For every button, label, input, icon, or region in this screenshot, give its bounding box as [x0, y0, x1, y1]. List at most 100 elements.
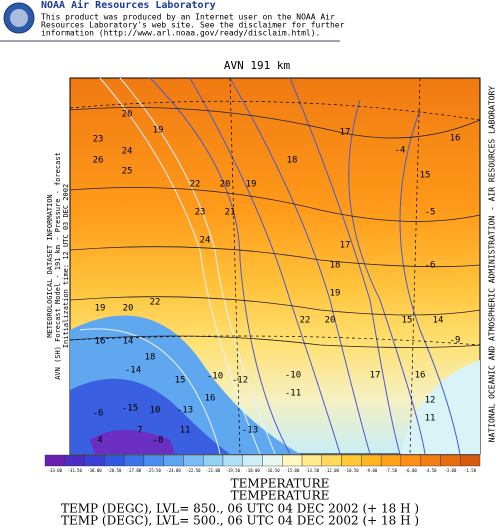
colorbar-label: -24.00	[166, 468, 181, 473]
contour-label: 4	[97, 436, 102, 446]
colorbar-swatch	[242, 454, 263, 467]
colorbar-swatch	[341, 454, 362, 467]
contour-label: -5	[425, 208, 436, 218]
contour-label: 22	[150, 298, 161, 308]
colorbar-label: -7.50	[385, 468, 398, 473]
colorbar-label: -18.00	[245, 468, 260, 473]
contour-label: 11	[180, 426, 191, 436]
contour-label: -15	[122, 404, 138, 414]
colorbar-label: -6.00	[405, 468, 418, 473]
contour-label: 15	[420, 171, 431, 181]
colorbar-swatch	[262, 454, 283, 467]
header-title: NOAA Air Resources Laboratory	[41, 0, 216, 11]
cold-core-inner	[90, 430, 175, 454]
contour-label: 15	[175, 376, 186, 386]
colorbar-swatch	[420, 454, 441, 467]
map-title-box	[212, 59, 302, 73]
disclaimer-line: information (http://www.arl.noaa.gov/rea…	[41, 29, 320, 38]
contour-label: 18	[145, 353, 156, 363]
contour-label: 11	[425, 414, 436, 424]
contour-label: -9	[450, 336, 461, 346]
colorbar-label: -9.00	[365, 468, 378, 473]
noaa-logo-inner	[10, 9, 28, 27]
contour-label: 10	[150, 406, 161, 416]
contour-label: 19	[246, 180, 257, 190]
colorbar-swatch	[321, 454, 342, 467]
colorbar-label: -28.50	[107, 468, 122, 473]
footer-line: TEMPERATURE	[231, 477, 330, 491]
contour-label: 17	[340, 128, 351, 138]
colorbar-label: -13.50	[305, 468, 320, 473]
contour-label: 19	[153, 126, 164, 136]
footer-line: TEMPERATURE	[231, 489, 330, 503]
colorbar-swatch	[301, 454, 323, 467]
grid-lines	[69, 77, 481, 455]
colorbar: -33.00 -31.50 -30.00 -28.50 -27.00 -25.50 -24.…	[44, 454, 481, 473]
colorbar-label: -1.50	[464, 468, 477, 473]
contour-label: 18	[287, 156, 298, 166]
contour-label: -10	[207, 372, 223, 382]
disclaimer-line: Resources Laboratory's web site. See the…	[41, 21, 345, 30]
colorbar-label: -22.50	[186, 468, 201, 473]
contour-label: 16	[205, 394, 216, 404]
contour-label: 14	[433, 316, 444, 326]
contour-label: 15	[402, 316, 413, 326]
colorbar-swatch	[163, 454, 184, 467]
contour-label: 20	[122, 110, 133, 120]
colorbar-label: -33.00	[48, 468, 63, 473]
contour-label: 24	[200, 236, 211, 246]
contour-label: 17	[340, 241, 351, 251]
contour-label: -14	[125, 366, 141, 376]
colorbar-swatch	[222, 454, 243, 467]
colorbar-swatch	[84, 454, 105, 467]
right-caption: NATIONAL OCEANIC AND ATMOSPHERIC ADMINIS…	[488, 86, 497, 443]
footer-line: TEMP (DEGC), LVL= 850., 06 UTC 04 DEC 20…	[61, 502, 419, 516]
contour-label: -4	[395, 146, 406, 156]
colorbar-swatch	[400, 454, 421, 467]
contours-cold	[79, 77, 276, 455]
colorbar-swatch	[460, 454, 481, 467]
contour-label: 22	[190, 180, 201, 190]
contour-label: -13	[177, 406, 193, 416]
contour-label: 14	[123, 337, 134, 347]
footer-line: TEMP (DEGC), LVL= 500., 06 UTC 04 DEC 20…	[61, 514, 419, 528]
contours-500	[149, 77, 461, 455]
colorbar-swatch	[282, 454, 303, 467]
contour-label: 16	[95, 337, 106, 347]
colorbar-label: -4.50	[425, 468, 438, 473]
contour-label: 20	[123, 304, 134, 314]
colorbar-swatch	[143, 454, 164, 467]
colorbar-swatch	[440, 454, 461, 467]
colorbar-swatch	[380, 454, 402, 467]
contour-label: 18	[330, 261, 341, 271]
colorbar-swatch	[104, 454, 125, 467]
colorbar-label: -16.50	[265, 468, 280, 473]
left-caption: AVN (SH) Forecast Model - 191 km - Press…	[54, 152, 62, 380]
contour-label: 17	[370, 371, 381, 381]
left-caption: Initialization time: 12 UTC 03 DEC 2002	[62, 184, 70, 348]
contour-label: -8	[153, 436, 164, 446]
left-caption: METEOROLOGICAL DATASET INFORMATION	[46, 194, 54, 337]
colorbar-swatch	[44, 454, 65, 467]
contour-label: -13	[242, 426, 258, 436]
colorbar-swatch	[202, 454, 224, 467]
contour-label: -10	[285, 371, 301, 381]
colorbar-label: -19.50	[226, 468, 241, 473]
colorbar-label: -12.00	[324, 468, 339, 473]
contour-label: 7	[137, 426, 142, 436]
contour-label: 12	[425, 396, 436, 406]
contour-label: 16	[415, 371, 426, 381]
map-title: AVN 191 km	[224, 59, 291, 72]
colorbar-label: -15.00	[285, 468, 300, 473]
contour-label: -12	[232, 376, 248, 386]
colorbar-label: -21.00	[206, 468, 221, 473]
contour-label: 25	[122, 167, 133, 177]
colorbar-label: -3.00	[444, 468, 457, 473]
contour-label: 24	[122, 147, 133, 157]
contour-label: 16	[450, 134, 461, 144]
contour-label: -6	[93, 409, 104, 419]
colorbar-swatch	[64, 454, 85, 467]
contour-label: -11	[285, 389, 301, 399]
colorbar-swatch	[183, 454, 204, 467]
